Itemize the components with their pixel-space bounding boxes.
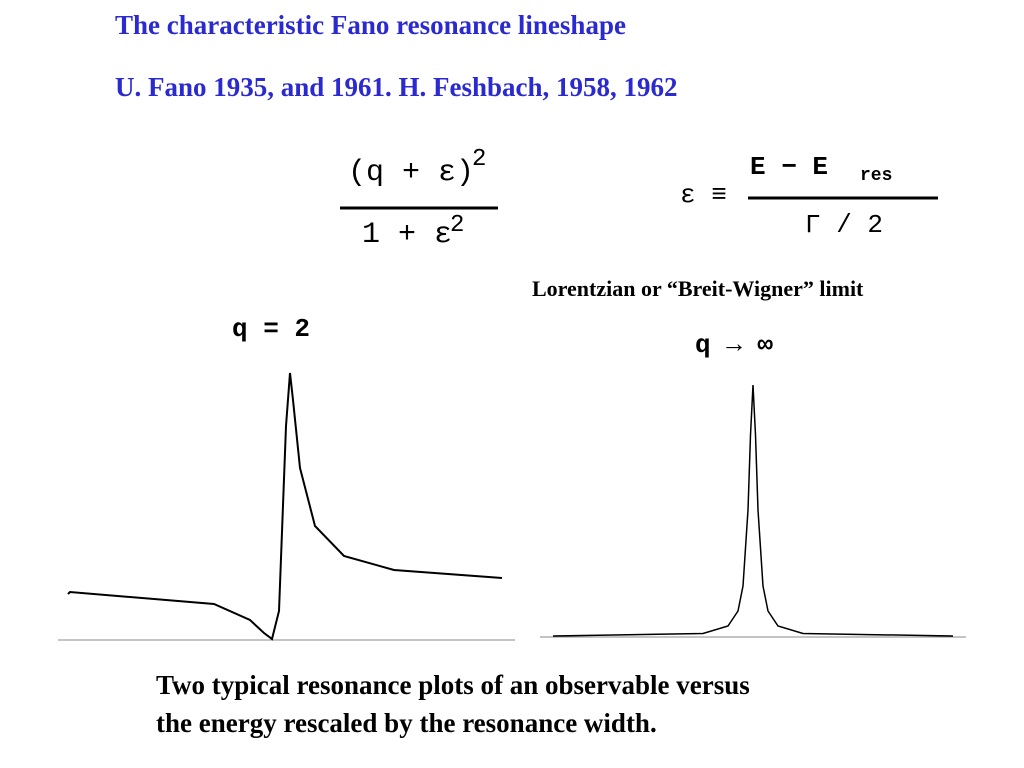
definition-denominator: Γ / 2 xyxy=(805,210,884,240)
curve-label: q → ∞ xyxy=(695,330,774,360)
formula-power: 2 xyxy=(450,212,465,239)
fano-curve xyxy=(67,372,503,641)
definition-subscript: res xyxy=(860,166,893,186)
caption-line: the energy rescaled by the resonance wid… xyxy=(156,708,657,738)
curve-label: q = 2 xyxy=(232,314,311,344)
subtitle: U. Fano 1935, and 1961. H. Feshbach, 195… xyxy=(115,72,678,102)
formula-denominator: 1 + ε xyxy=(362,218,453,252)
caption-line: Two typical resonance plots of an observ… xyxy=(156,670,750,700)
definition-lhs: ε ≡ xyxy=(680,180,727,210)
formula-power: 2 xyxy=(472,146,487,173)
formula-numerator: (q + ε) xyxy=(348,156,475,190)
title: The characteristic Fano resonance linesh… xyxy=(115,10,626,40)
lorentz-curve xyxy=(552,384,954,637)
lorentz-caption: Lorentzian or “Breit-Wigner” limit xyxy=(532,276,864,301)
definition-numerator: E − E xyxy=(750,152,829,182)
